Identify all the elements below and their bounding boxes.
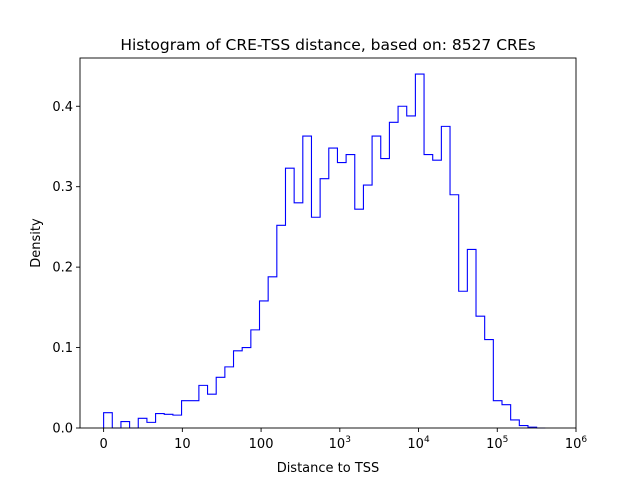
histogram-bin (104, 413, 113, 428)
histogram-bin (320, 179, 329, 428)
histogram-bin (389, 122, 398, 428)
histogram-bin (199, 385, 208, 428)
histogram-bin (190, 401, 199, 428)
histogram-bin (234, 351, 243, 428)
x-tick-label: 0 (99, 437, 107, 452)
histogram-bin (407, 116, 416, 428)
x-tick-label: 105 (486, 435, 508, 452)
histogram-bin (398, 106, 407, 428)
histogram-bin (242, 348, 251, 428)
histogram-bin (346, 155, 355, 428)
histogram-bin (450, 195, 459, 428)
x-tick-label: 10 (174, 437, 191, 452)
histogram-bin (216, 377, 225, 428)
histogram-bin (415, 74, 424, 428)
histogram-bin (138, 418, 147, 428)
x-tick-label: 100 (249, 437, 274, 452)
histogram-bin (251, 330, 260, 428)
histogram-bin (182, 401, 191, 428)
x-tick-label: 103 (329, 435, 351, 452)
histogram-bin (277, 225, 286, 428)
x-tick-label: 106 (565, 435, 588, 452)
histogram-bin (260, 301, 269, 428)
histogram-bin (511, 420, 520, 428)
histogram-bin (441, 126, 450, 428)
y-tick-label: 0.4 (52, 100, 73, 115)
y-axis-label: Density (29, 218, 44, 268)
histogram-bin (147, 422, 156, 428)
y-tick-label: 0.0 (52, 422, 73, 437)
histogram-bin (467, 249, 476, 428)
histogram-outline (103, 73, 546, 429)
histogram-bin (164, 414, 173, 428)
histogram-bin (156, 414, 165, 428)
histogram-bin (337, 163, 346, 428)
y-tick-label: 0.3 (52, 180, 73, 195)
x-tick-label: 104 (407, 435, 430, 452)
histogram-bin (424, 155, 433, 428)
chart-title: Histogram of CRE-TSS distance, based on:… (120, 36, 535, 54)
axes-frame (79, 57, 577, 429)
histogram-bin (311, 217, 320, 428)
histogram-bin (329, 148, 338, 428)
histogram-bin (363, 185, 372, 428)
histogram-bin (173, 415, 182, 428)
histogram-bin (294, 203, 303, 428)
histogram-bin (433, 160, 442, 428)
histogram-bin (493, 401, 502, 428)
histogram-bin (208, 394, 217, 428)
x-axis-label: Distance to TSS (277, 461, 380, 476)
histogram-bin (303, 136, 312, 428)
histogram-bin (355, 209, 364, 428)
histogram-bin (476, 316, 485, 428)
histogram-bin (225, 367, 234, 428)
histogram-bin (485, 340, 494, 428)
histogram-bin (381, 159, 390, 428)
plot-area: 0 10 100 103 104 105 106 0.0 0.1 0.2 0.3 0.4 (52, 57, 588, 452)
y-tick-label: 0.1 (52, 341, 73, 356)
histogram-bin (285, 168, 294, 428)
histogram-bin (372, 136, 381, 428)
histogram-bin (121, 422, 130, 428)
histogram-bin (459, 291, 468, 428)
histogram-bin (502, 405, 511, 428)
y-tick-label: 0.2 (52, 261, 73, 276)
histogram-bin (268, 277, 277, 428)
